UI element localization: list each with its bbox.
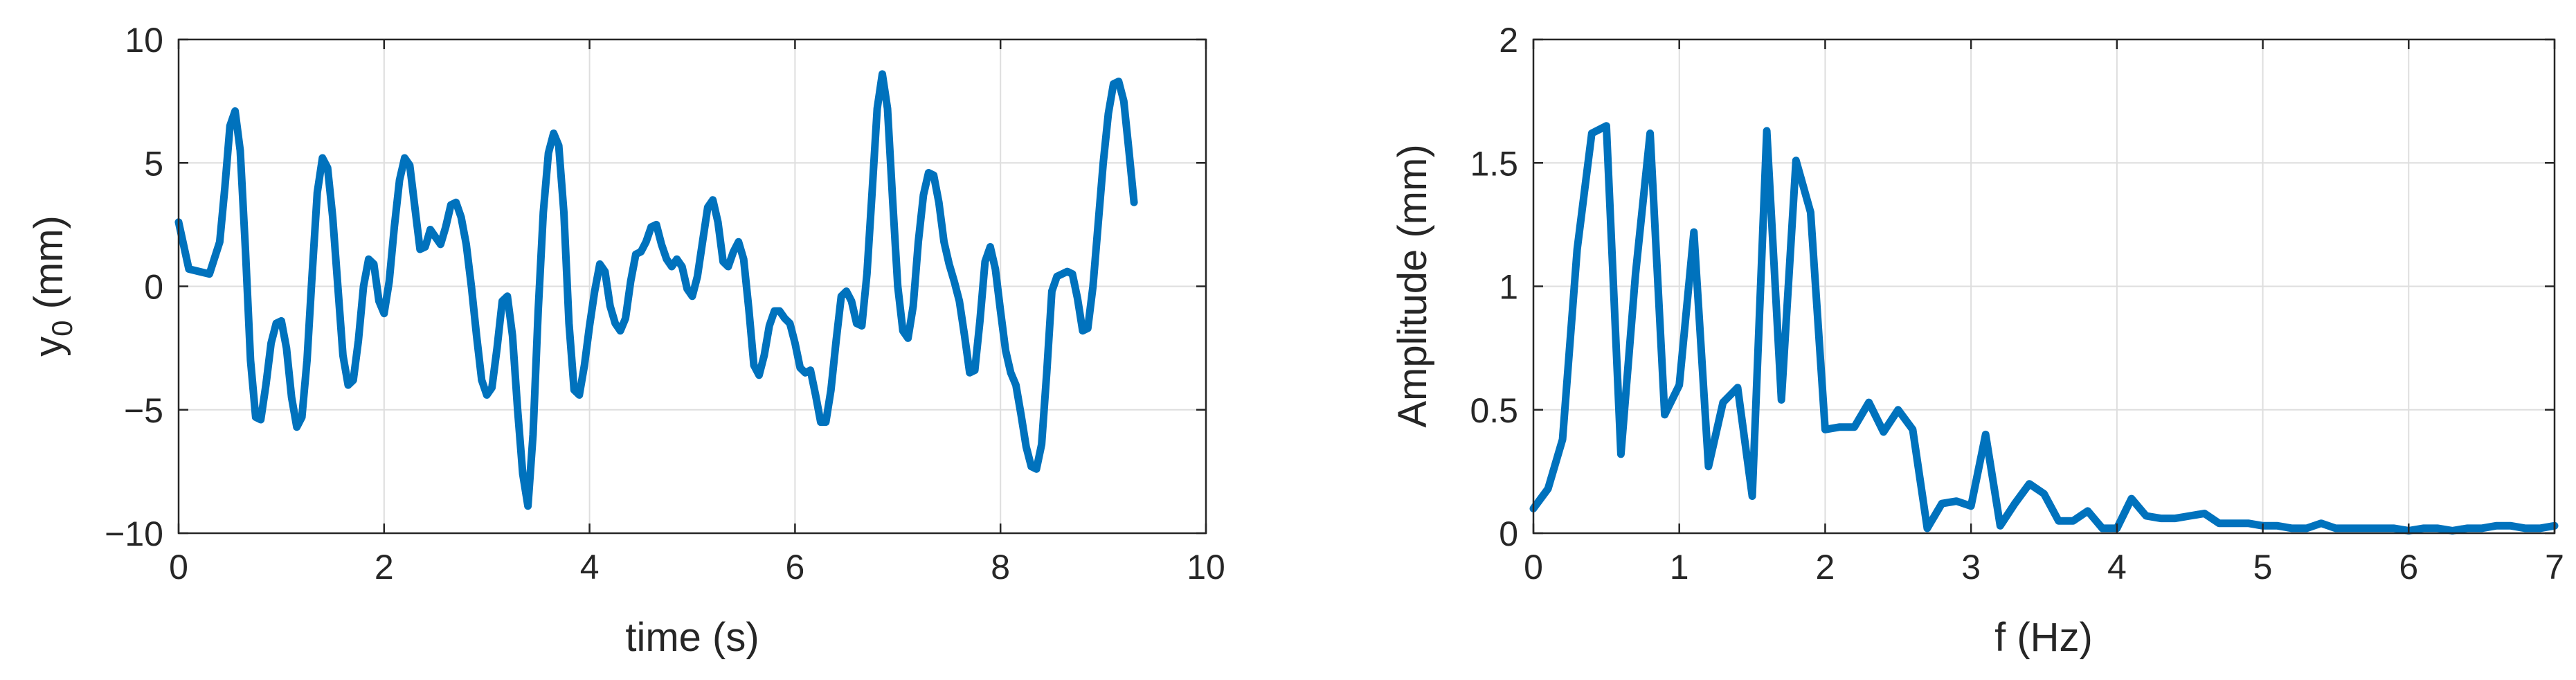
left-y-axis-label-unit: (mm) [26,215,71,320]
left-y-tick-label: 5 [144,144,163,183]
right-x-tick-label: 5 [2253,548,2273,587]
right-x-tick-label: 4 [2107,548,2127,587]
left-y-axis-label-main: y [26,337,71,357]
left-y-tick-label: 0 [144,268,163,307]
amplitude-spectrum-line [1529,122,2559,535]
spectrum-plot: f (Hz) Amplitude (mm) 0 1 2 3 4 5 6 7 0 0.5 1 1.5 2 [1390,21,2564,660]
right-y-tick-label: 1.5 [1470,144,1518,183]
right-y-tick-label: 0 [1499,515,1518,553]
left-ticks [177,38,1207,535]
right-x-tick-label: 3 [1961,548,1981,587]
displacement-series-line [174,70,1138,510]
left-y-tick-label: 10 [125,21,163,60]
right-y-tick-label: 2 [1499,21,1518,60]
left-x-tick-label: 2 [375,548,394,587]
right-x-tick-label: 0 [1524,548,1543,587]
left-y-axis-label: y0 (mm) [26,215,78,357]
left-x-tick-label: 8 [991,548,1010,587]
right-y-tick-label: 1 [1499,268,1518,307]
right-x-tick-label: 6 [2399,548,2418,587]
left-y-tick-label: −5 [124,391,163,430]
left-x-tick-label: 10 [1187,548,1225,587]
left-x-axis-label: time (s) [625,615,759,660]
right-x-axis-label: f (Hz) [1994,615,2093,660]
right-x-tick-label: 2 [1816,548,1835,587]
left-x-tick-label: 4 [580,548,600,587]
left-x-tick-label: 6 [785,548,804,587]
left-y-tick-label: −10 [105,515,163,553]
right-x-tick-label: 7 [2545,548,2564,587]
left-x-tick-label: 0 [169,548,188,587]
left-y-axis-label-subscript: 0 [46,321,78,337]
right-y-axis-label: Amplitude (mm) [1390,144,1435,427]
right-ticks [1532,38,2556,535]
right-y-tick-label: 0.5 [1470,391,1518,430]
right-x-tick-label: 1 [1670,548,1689,587]
